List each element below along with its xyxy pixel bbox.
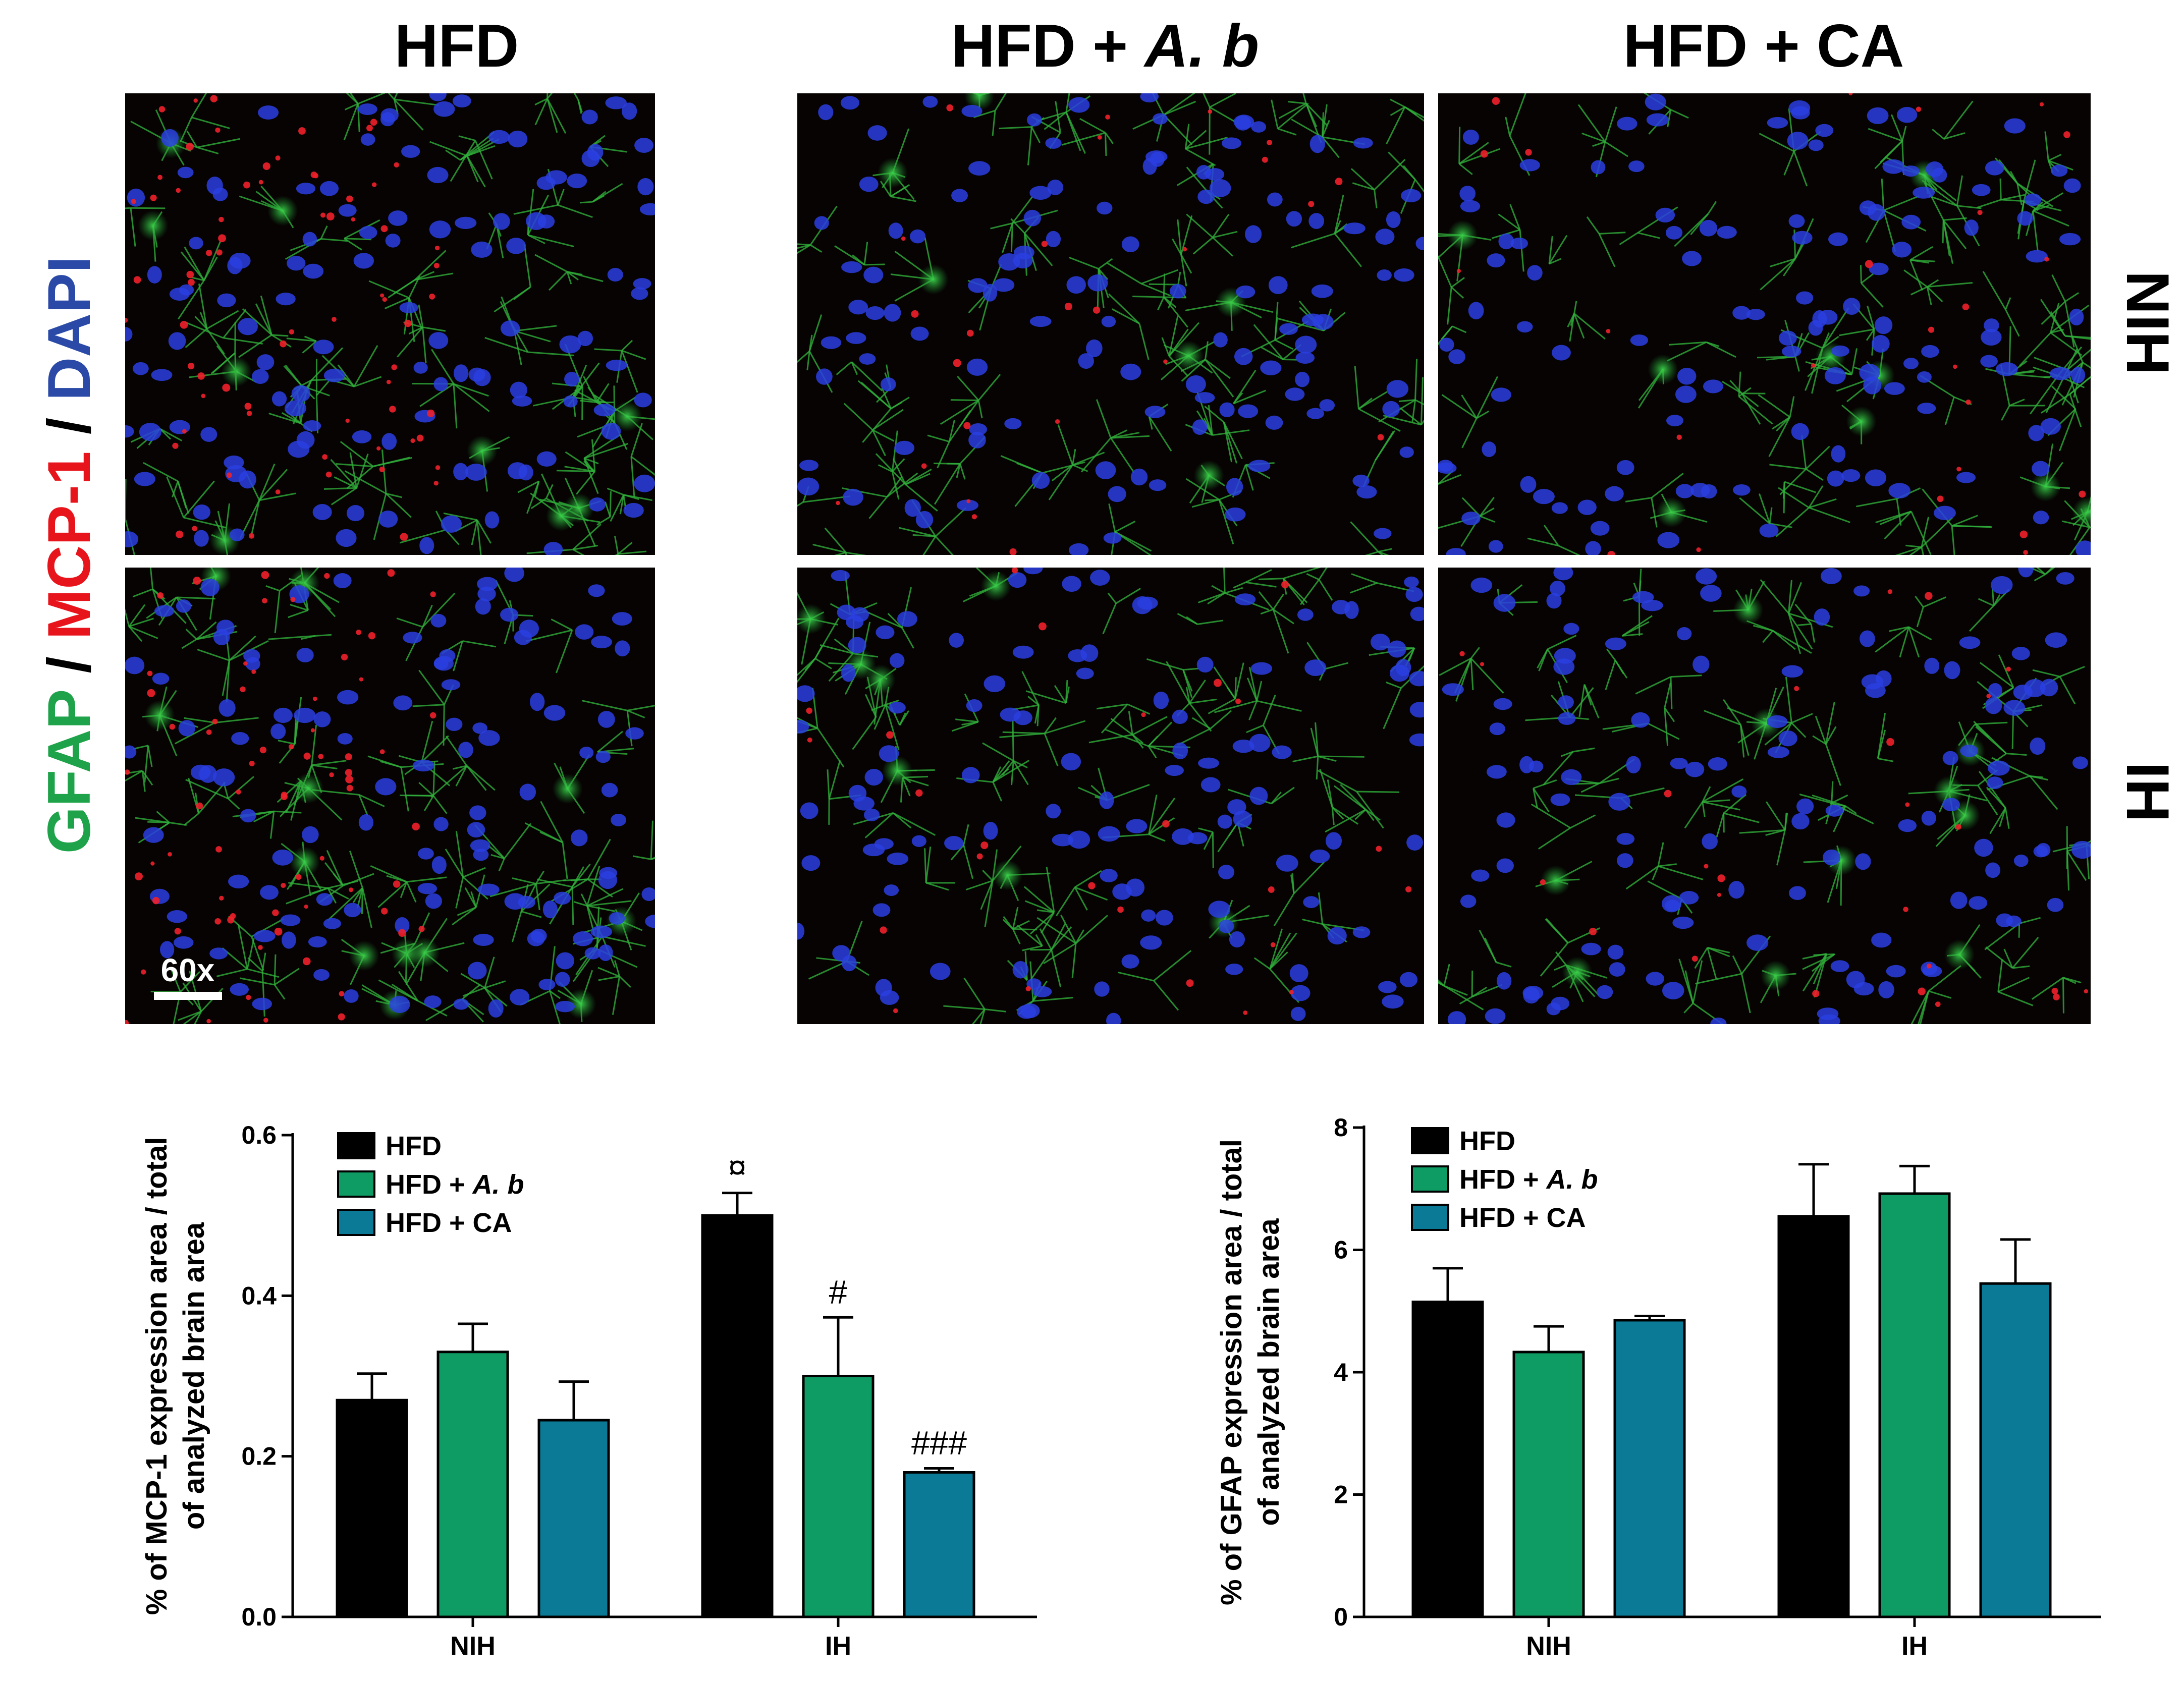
column-title-hfd: HFD <box>395 12 519 80</box>
legend-swatch-hfd-a-b <box>1411 1165 1449 1193</box>
y-tick-label: 0.0 <box>241 1603 277 1631</box>
x-tick-label-nih: NIH <box>1526 1632 1571 1661</box>
column-title-hfd-ca: HFD + CA <box>1623 12 1904 80</box>
scale-bar <box>154 992 222 1000</box>
significance-mark: # <box>829 1273 848 1310</box>
chart-gfap: 0 2 4 6 8 % of GFAP expression area / total of… <box>1215 1113 2101 1661</box>
y-tick-label: 2 <box>1334 1481 1348 1509</box>
micrograph-hfd-ab-nih <box>797 93 1424 555</box>
bar-hfd-a-b-ih <box>1878 1192 1951 1618</box>
legend-swatch-hfd-ca <box>337 1209 375 1236</box>
y-tick-label: 4 <box>1334 1358 1348 1386</box>
bar-hfd-a-b-nih <box>436 1351 509 1618</box>
legend-label-hfd: HFD <box>1459 1126 1515 1156</box>
y-tick-label: 0.6 <box>241 1121 277 1149</box>
column-title-hfd-ab: HFD + A. b <box>951 12 1259 80</box>
bar-hfd-ca-nih <box>537 1419 610 1618</box>
significance-mark: ### <box>911 1424 967 1462</box>
bar-hfd-a-b-nih <box>1512 1351 1585 1618</box>
x-tick-label-ih: IH <box>825 1632 851 1661</box>
legend-label-hfd-a-b: HFD + A. b <box>386 1169 524 1200</box>
y-tick-label: 8 <box>1334 1113 1348 1142</box>
stain-label: GFAP / MCP-1 / DAPI <box>35 256 103 854</box>
micrograph-hfd-ca-ih <box>1438 568 2091 1024</box>
micrograph-hfd-ca-nih <box>1438 93 2091 555</box>
bar-hfd-ih <box>701 1214 774 1618</box>
y-tick-label: 6 <box>1334 1236 1348 1264</box>
micrograph-hfd-ih <box>125 568 655 1024</box>
x-tick-label-nih: NIH <box>450 1632 496 1661</box>
bar-hfd-ca-nih <box>1613 1319 1686 1618</box>
legend-label-hfd-ca: HFD + CA <box>386 1208 512 1238</box>
chart-mcp1: 0.0 0.2 0.4 0.6 % of MCP-1 expression area /… <box>140 1121 1037 1661</box>
legend-swatch-hfd <box>1411 1127 1449 1154</box>
bar-hfd-ca-ih <box>1979 1282 2052 1618</box>
scale-bar-label: 60x <box>161 952 215 988</box>
significance-mark: ¤ <box>728 1149 747 1186</box>
micrograph-grid <box>125 93 2091 1024</box>
bar-hfd-ca-ih <box>903 1471 975 1618</box>
y-tick-label: 0 <box>1334 1603 1348 1631</box>
bar-hfd-nih <box>1411 1301 1484 1618</box>
legend-swatch-hfd <box>337 1132 375 1159</box>
row-label-nih: NIH <box>2114 271 2181 375</box>
legend-label-hfd-ca: HFD + CA <box>1459 1203 1586 1233</box>
legend-label-hfd-a-b: HFD + A. b <box>1459 1164 1598 1195</box>
bar-hfd-nih <box>336 1398 408 1618</box>
y-tick-label: 0.2 <box>241 1442 277 1471</box>
legend-label-hfd: HFD <box>386 1131 442 1161</box>
y-axis-label: % of GFAP expression area / total of anal… <box>1215 1139 1285 1605</box>
legend-swatch-hfd-a-b <box>337 1170 375 1198</box>
row-label-ih: IH <box>2114 762 2181 822</box>
bar-hfd-a-b-ih <box>802 1375 875 1618</box>
y-axis-label: % of MCP-1 expression area / total of ana… <box>140 1137 210 1615</box>
micrograph-hfd-nih <box>125 93 655 555</box>
legend-swatch-hfd-ca <box>1411 1204 1449 1231</box>
y-tick-label: 0.4 <box>241 1281 277 1310</box>
bar-hfd-ih <box>1777 1215 1850 1618</box>
micrograph-hfd-ab-ih <box>797 568 1424 1024</box>
x-tick-label-ih: IH <box>1901 1632 1928 1661</box>
